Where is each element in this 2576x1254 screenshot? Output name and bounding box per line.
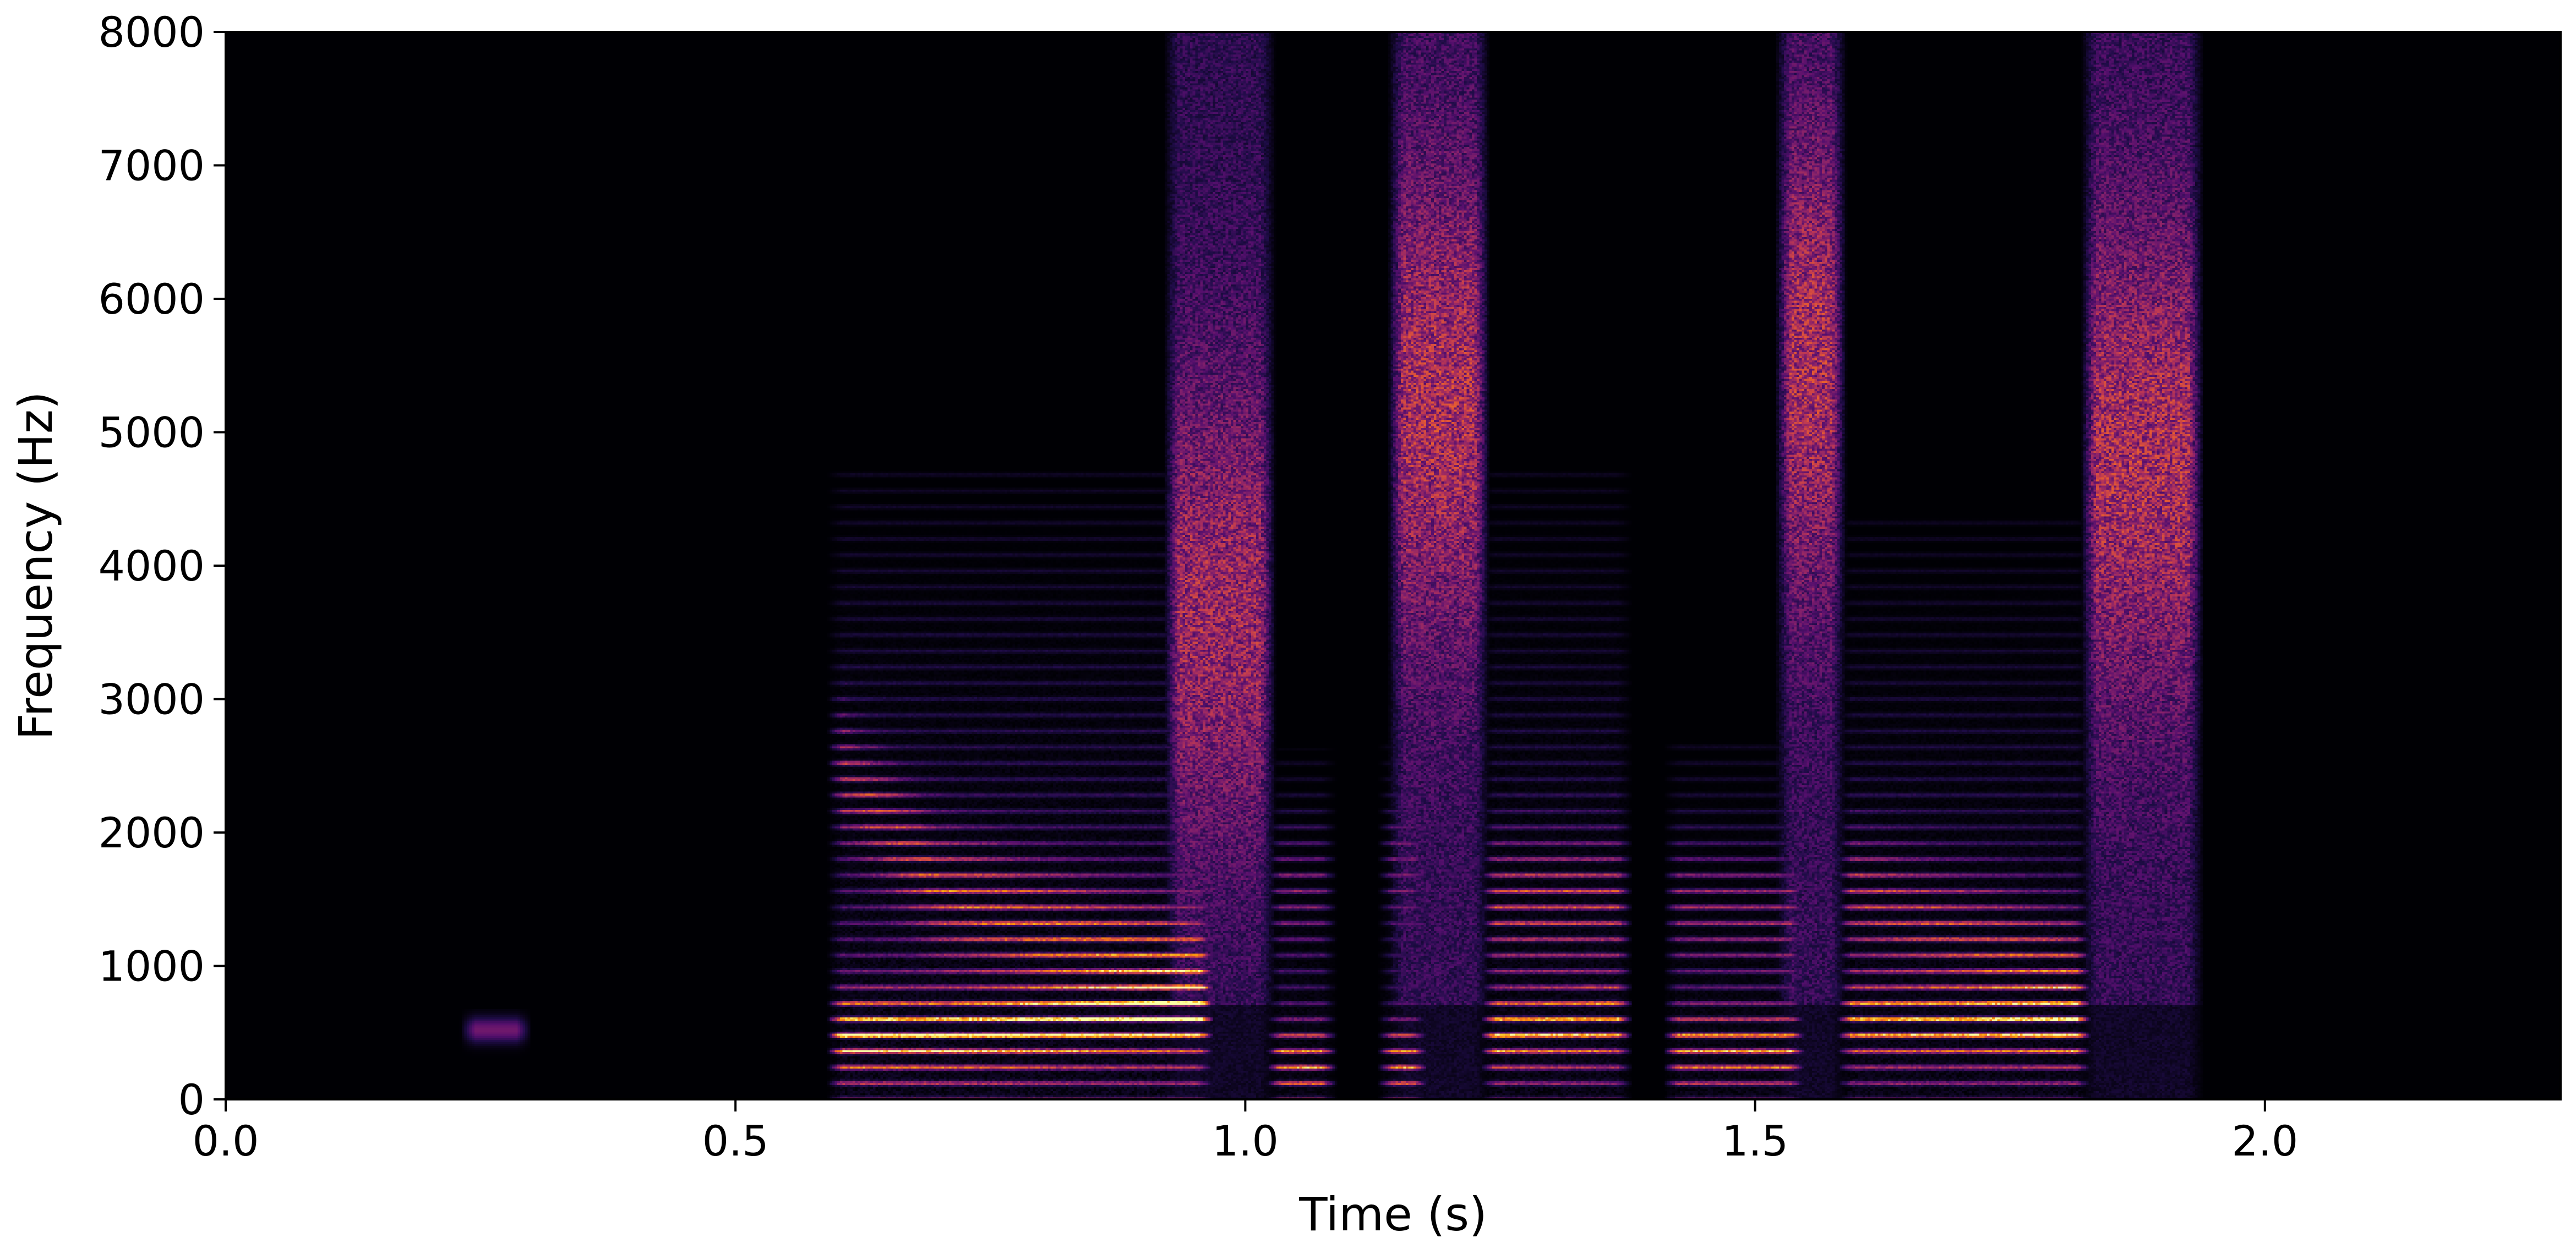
x-tick-label: 0.0 [193, 1116, 259, 1165]
y-tick-label: 7000 [99, 141, 205, 190]
y-tick-label: 0 [178, 1075, 205, 1124]
y-tick-label: 8000 [99, 8, 205, 57]
x-axis-label: Time (s) [1298, 1187, 1487, 1241]
y-tick-label: 5000 [99, 408, 205, 457]
y-axis-ticks: 0 1000 2000 3000 4000 5000 6000 7000 8000 [99, 8, 226, 1124]
y-tick-label: 3000 [99, 675, 205, 724]
x-axis-ticks: 0.0 0.5 1.0 1.5 2.0 [193, 1099, 2298, 1165]
x-tick-label: 1.5 [1722, 1116, 1788, 1165]
x-tick-label: 1.0 [1212, 1116, 1279, 1165]
y-axis-label: Frequency (Hz) [9, 391, 63, 740]
x-tick-label: 0.5 [702, 1116, 769, 1165]
x-tick-label: 2.0 [2231, 1116, 2298, 1165]
y-tick-label: 2000 [99, 808, 205, 857]
y-tick-label: 4000 [99, 541, 205, 590]
plot-area [225, 31, 2562, 1100]
y-tick-label: 6000 [99, 275, 205, 324]
spectrogram-heatmap [226, 32, 2561, 1099]
spectrogram-heatmap-container [226, 32, 2561, 1099]
y-tick-label: 1000 [99, 942, 205, 991]
